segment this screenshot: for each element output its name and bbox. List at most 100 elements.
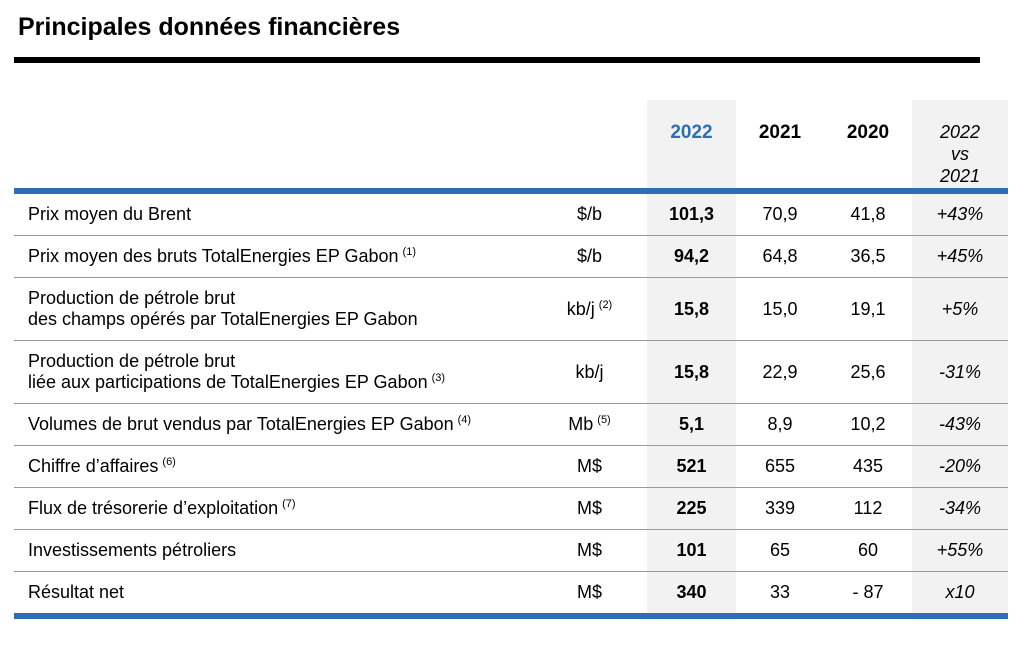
value-2022-cell: 94,2 [647,235,736,278]
row-unit: M$ [576,540,602,560]
row-label-footnote: (1) [402,246,416,258]
table-row: Prix moyen du Brent $/b 101,3 70,9 41,8 … [14,191,1008,236]
header-unit-spacer [532,100,647,194]
row-label: Volumes de brut vendus par TotalEnergies… [28,414,454,434]
value-2020-cell: 19,1 [824,277,912,341]
financial-data-table: 2022 2021 2020 2022 vs 2021 Prix moyen d… [14,100,1008,619]
value-2021-cell: 33 [736,571,824,619]
value-2020-cell: 60 [824,529,912,572]
row-label: Prix moyen des bruts TotalEnergies EP Ga… [28,246,399,266]
row-unit-cell: M$ [532,529,647,572]
header-label-spacer [14,100,532,194]
row-unit-cell: kb/j (2) [532,277,647,341]
value-2020-cell: - 87 [824,571,912,619]
value-delta-cell: +55% [912,529,1008,572]
row-unit-cell: M$ [532,445,647,488]
value-2021-cell: 64,8 [736,235,824,278]
row-unit: kb/j [575,361,604,382]
row-label-cell: Investissements pétroliers [14,529,532,572]
value-2021-cell: 8,9 [736,403,824,446]
value-2020-cell: 435 [824,445,912,488]
value-2022-cell: 15,8 [647,277,736,341]
table-header: 2022 2021 2020 2022 vs 2021 [14,100,1008,194]
row-unit-cell: kb/j [532,340,647,404]
row-label-cell: Prix moyen des bruts TotalEnergies EP Ga… [14,235,532,278]
table-row: Investissements pétroliers M$ 101 65 60 … [14,529,1008,572]
table-row: Flux de trésorerie d’exploitation (7) M$ … [14,487,1008,530]
value-2021-cell: 655 [736,445,824,488]
value-2020-cell: 112 [824,487,912,530]
row-unit: Mb [568,414,594,434]
title-underline-rule [14,57,980,63]
table-row: Production de pétrole brut liée aux part… [14,340,1008,404]
header-year-2022: 2022 [647,100,736,194]
row-unit-footnote: (2) [598,298,613,311]
row-unit: M$ [576,582,602,602]
row-unit: kb/j [566,298,595,319]
row-label: Résultat net [28,582,125,602]
row-unit: $/b [576,204,603,224]
value-delta-cell: -31% [912,340,1008,404]
row-unit-cell: $/b [532,235,647,278]
value-2021-cell: 70,9 [762,204,798,224]
value-2021-cell: 15,0 [736,277,824,341]
value-2020-cell: 25,6 [824,340,912,404]
table-row: Prix moyen des bruts TotalEnergies EP Ga… [14,235,1008,278]
value-2020-cell: 10,2 [824,403,912,446]
value-2021-cell: 22,9 [736,340,824,404]
table-row: Production de pétrole brut des champs op… [14,277,1008,341]
table-body: Prix moyen du Brent $/b 101,3 70,9 41,8 … [14,191,1008,619]
row-unit-footnote: (5) [597,414,611,426]
header-delta-2022-vs-2021: 2022 vs 2021 [912,100,1008,194]
row-unit-cell: Mb (5) [532,403,647,446]
row-unit: M$ [576,456,602,476]
row-unit-cell: M$ [532,571,647,619]
value-2022-cell: 340 [647,571,736,619]
row-label-cell: Volumes de brut vendus par TotalEnergies… [14,403,532,446]
row-label-footnote: (7) [282,498,296,510]
value-delta-cell: x10 [912,571,1008,619]
value-delta-cell: -43% [912,403,1008,446]
row-label-cell: Prix moyen du Brent [14,191,532,236]
value-delta-cell: +45% [912,235,1008,278]
table-header-row: 2022 2021 2020 2022 vs 2021 [14,100,1008,194]
table-row: Résultat net M$ 340 33 - 87 x10 [14,571,1008,619]
row-unit-cell: $/b [532,191,647,236]
page-title: Principales données financières [18,13,401,41]
row-label-cell: Production de pétrole brut des champs op… [14,277,532,341]
row-label: Investissements pétroliers [28,540,237,560]
row-label: Production de pétrole brut liée aux part… [28,351,428,392]
value-delta-cell: +5% [912,277,1008,341]
value-2022-cell: 5,1 [647,403,736,446]
value-2022-cell: 101,3 [647,191,736,236]
row-label: Production de pétrole brut des champs op… [28,288,418,329]
row-unit-cell: M$ [532,487,647,530]
value-2020-cell: 36,5 [824,235,912,278]
row-label: Flux de trésorerie d’exploitation [28,498,279,518]
header-year-2020: 2020 [824,100,912,194]
row-label-footnote: (4) [457,414,472,426]
value-delta-cell: -34% [912,487,1008,530]
value-2022-cell: 521 [647,445,736,488]
value-delta-cell: +43% [912,191,1008,236]
row-unit: M$ [576,498,602,518]
value-2021-cell: 65 [736,529,824,572]
table-row: Chiffre d’affaires (6) M$ 521 655 435 -20… [14,445,1008,488]
header-year-2021: 2021 [736,100,824,194]
row-label-cell: Flux de trésorerie d’exploitation (7) [14,487,532,530]
value-2020-cell: 41,8 [850,204,886,224]
row-label: Prix moyen du Brent [28,204,192,224]
value-delta-cell: -20% [912,445,1008,488]
row-label: Chiffre d’affaires [28,456,159,476]
table-row: Volumes de brut vendus par TotalEnergies… [14,403,1008,446]
value-2021-cell: 339 [736,487,824,530]
value-2022-cell: 225 [647,487,736,530]
row-label-cell: Résultat net [14,571,532,619]
row-label-cell: Production de pétrole brut liée aux part… [14,340,532,404]
value-2022-cell: 101 [647,529,736,572]
row-label-cell: Chiffre d’affaires (6) [14,445,532,488]
row-label-footnote: (3) [431,372,446,384]
row-unit: $/b [576,246,603,266]
row-label-footnote: (6) [162,456,176,468]
